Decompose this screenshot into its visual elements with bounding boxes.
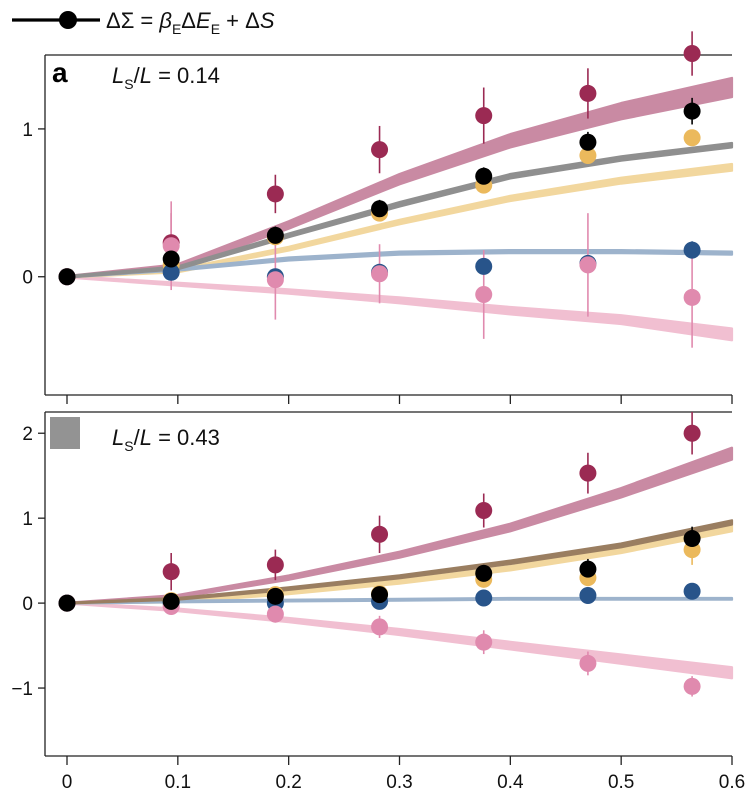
x-tick-label: 0.1 bbox=[165, 772, 191, 793]
legend-label-part: E bbox=[172, 21, 181, 37]
legend-marker bbox=[59, 11, 77, 29]
data-point-pink bbox=[371, 618, 389, 636]
data-point-black bbox=[683, 530, 701, 548]
legend-label-part: E bbox=[211, 21, 220, 37]
panel-annotation: LS/L = 0.43 bbox=[112, 425, 220, 454]
data-point-pink bbox=[371, 265, 389, 283]
data-point-pink bbox=[579, 256, 597, 274]
panel-annotation-part: S bbox=[124, 438, 133, 454]
panel-annotation-part: L bbox=[112, 425, 124, 450]
panel-annotation-part: L bbox=[140, 63, 152, 88]
data-point-crimson bbox=[683, 45, 701, 63]
legend-label-part: E bbox=[196, 8, 211, 33]
panel-annotation-part: L bbox=[140, 425, 152, 450]
data-point-black bbox=[371, 200, 389, 218]
model-band-brown-band bbox=[65, 519, 734, 605]
data-point-black bbox=[162, 592, 180, 610]
data-point-crimson bbox=[371, 525, 389, 543]
data-point-black bbox=[579, 133, 597, 151]
panel-annotation-part: / bbox=[134, 63, 141, 88]
data-point-crimson bbox=[162, 563, 180, 581]
data-point-pink bbox=[579, 654, 597, 672]
x-tick-label: 0.5 bbox=[608, 772, 634, 793]
data-point-black bbox=[475, 564, 493, 582]
data-point-black bbox=[266, 587, 284, 605]
x-tick-label: 0.6 bbox=[719, 772, 745, 793]
data-point-gold bbox=[579, 147, 597, 165]
panel-annotation-part: / bbox=[134, 425, 141, 450]
model-band-pink-band bbox=[65, 274, 734, 342]
model-band-crimson-band bbox=[65, 446, 734, 605]
data-point-black bbox=[579, 560, 597, 578]
data-point-black bbox=[162, 250, 180, 268]
data-point-gold bbox=[683, 129, 701, 147]
legend-label-part: Δ bbox=[181, 8, 196, 33]
y-tick-label: 0 bbox=[22, 268, 33, 289]
legend-label-part: ΔΣ = bbox=[106, 8, 159, 33]
data-point-blue bbox=[475, 589, 493, 607]
x-tick-label: 0 bbox=[62, 772, 73, 793]
legend-label: ΔΣ = βEΔEE + ΔS bbox=[106, 8, 275, 37]
data-point-pink bbox=[266, 271, 284, 289]
panel-annotation: LS/L = 0.14 bbox=[112, 63, 220, 92]
data-point-black bbox=[58, 594, 76, 612]
data-point-crimson bbox=[371, 141, 389, 159]
data-point-crimson bbox=[266, 556, 284, 574]
data-point-black bbox=[683, 102, 701, 120]
panel-annotation-part: S bbox=[124, 76, 133, 92]
x-tick-label: 0.3 bbox=[386, 772, 412, 793]
data-point-pink bbox=[162, 237, 180, 255]
data-point-crimson bbox=[475, 107, 493, 125]
y-tick-label: 1 bbox=[22, 509, 33, 530]
legend: ΔΣ = βEΔEE + ΔS bbox=[12, 8, 275, 37]
y-tick-label: 2 bbox=[22, 424, 33, 445]
data-point-crimson bbox=[579, 464, 597, 482]
legend-label-part: S bbox=[260, 8, 275, 33]
data-point-pink bbox=[683, 677, 701, 695]
data-point-blue bbox=[683, 582, 701, 600]
y-tick-label: 1 bbox=[22, 120, 33, 141]
panel-annotation-part: = 0.14 bbox=[152, 63, 220, 88]
data-point-crimson bbox=[266, 185, 284, 203]
x-tick-label: 0.4 bbox=[497, 772, 524, 793]
panel-a: 01a LS/L = 0.14 bbox=[22, 31, 734, 404]
data-point-pink bbox=[475, 285, 493, 303]
data-point-crimson bbox=[683, 424, 701, 442]
data-point-black bbox=[371, 586, 389, 604]
model-band-blue-band bbox=[65, 249, 734, 279]
model-band-blue-band bbox=[65, 596, 734, 605]
model-band-pink-band bbox=[65, 601, 734, 680]
panel-annotation-part: = 0.43 bbox=[152, 425, 220, 450]
data-point-crimson bbox=[579, 84, 597, 102]
data-point-pink bbox=[266, 605, 284, 623]
y-tick-label: 0 bbox=[22, 594, 33, 615]
data-point-pink bbox=[475, 633, 493, 651]
data-point-crimson bbox=[475, 502, 493, 520]
panel-letter: a bbox=[52, 57, 68, 88]
model-band-gray-band bbox=[65, 141, 734, 279]
legend-label-part: + Δ bbox=[220, 8, 260, 33]
data-point-blue bbox=[579, 586, 597, 604]
x-tick-label: 0.2 bbox=[275, 772, 301, 793]
y-tick-label: −1 bbox=[11, 679, 33, 700]
data-point-pink bbox=[683, 288, 701, 306]
data-point-blue bbox=[162, 263, 180, 281]
data-point-blue bbox=[475, 257, 493, 275]
data-point-black bbox=[266, 226, 284, 244]
data-point-black bbox=[58, 268, 76, 286]
legend-label-part: β bbox=[158, 8, 172, 33]
data-point-blue bbox=[683, 241, 701, 259]
panel-annotation-part: L bbox=[112, 63, 124, 88]
data-point-black bbox=[475, 167, 493, 185]
panel-label-box bbox=[50, 417, 80, 449]
